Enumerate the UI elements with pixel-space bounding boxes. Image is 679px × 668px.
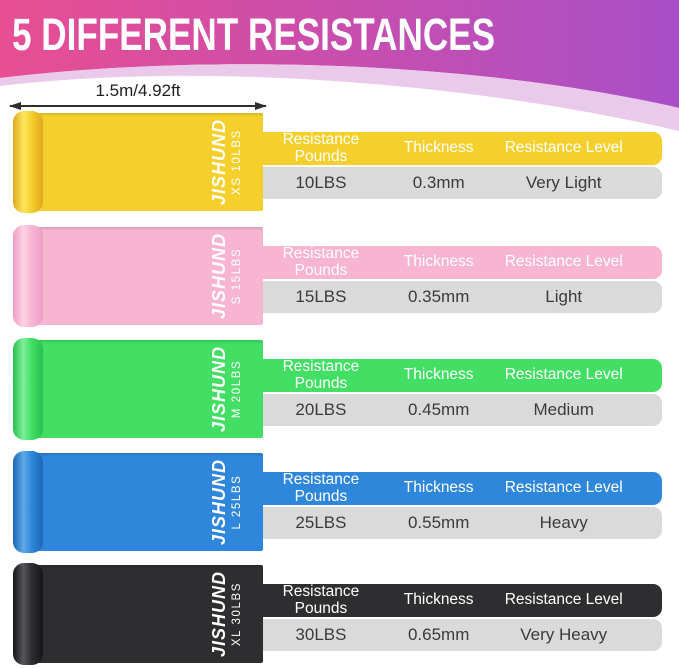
header-resistance-pounds: Resistance Pounds bbox=[282, 470, 360, 505]
band-size-label: M 20LBS bbox=[231, 359, 244, 419]
header-resistance-level: Resistance Level bbox=[504, 366, 623, 384]
dimension-arrow bbox=[9, 102, 267, 110]
header-thickness: Thickness bbox=[403, 591, 474, 609]
band-label: JISHUND L 25LBS bbox=[195, 453, 257, 551]
band-row: Resistance Pounds Thickness Resistance L… bbox=[0, 111, 679, 213]
band-roll bbox=[13, 338, 43, 440]
header-swoosh bbox=[0, 0, 679, 131]
header-swoosh-band bbox=[0, 64, 679, 131]
spec-table-header: Resistance Pounds Thickness Resistance L… bbox=[256, 582, 662, 617]
header-thickness: Thickness bbox=[403, 253, 474, 271]
band-label: JISHUND S 15LBS bbox=[195, 227, 257, 325]
value-pounds: 20LBS bbox=[295, 400, 347, 419]
band-size-label: L 25LBS bbox=[231, 474, 244, 530]
header-resistance-level: Resistance Level bbox=[504, 479, 623, 497]
right-arrowhead-icon bbox=[255, 102, 267, 110]
header-resistance-pounds: Resistance Pounds bbox=[282, 582, 360, 617]
value-thickness: 0.55mm bbox=[407, 513, 470, 532]
value-level: Light bbox=[545, 287, 583, 306]
band-label: JISHUND XL 30LBS bbox=[195, 565, 257, 663]
resistance-band: JISHUND S 15LBS bbox=[13, 225, 263, 327]
band-surface bbox=[35, 453, 263, 551]
band-row: Resistance Pounds Thickness Resistance L… bbox=[0, 225, 679, 327]
band-surface bbox=[35, 340, 263, 438]
band-surface bbox=[35, 227, 263, 325]
header-thickness: Thickness bbox=[403, 479, 474, 497]
resistance-band: JISHUND M 20LBS bbox=[13, 338, 263, 440]
brand-name: JISHUND bbox=[209, 458, 230, 546]
header-thickness: Thickness bbox=[403, 139, 474, 157]
band-surface bbox=[35, 113, 263, 211]
spec-table-header: Resistance Pounds Thickness Resistance L… bbox=[256, 130, 662, 165]
band-label: JISHUND XS 10LBS bbox=[195, 113, 257, 211]
value-pounds: 10LBS bbox=[295, 173, 347, 192]
spec-table: Resistance Pounds Thickness Resistance L… bbox=[256, 244, 662, 313]
spec-table-header: Resistance Pounds Thickness Resistance L… bbox=[256, 357, 662, 392]
spec-table-values: 25LBS 0.55mm Heavy bbox=[256, 507, 662, 539]
band-row: Resistance Pounds Thickness Resistance L… bbox=[0, 563, 679, 665]
resistance-band: JISHUND XS 10LBS bbox=[13, 111, 263, 213]
value-level: Very Heavy bbox=[520, 625, 608, 644]
band-row: Resistance Pounds Thickness Resistance L… bbox=[0, 451, 679, 553]
band-roll bbox=[13, 451, 43, 553]
value-pounds: 25LBS bbox=[295, 513, 347, 532]
spec-table-header: Resistance Pounds Thickness Resistance L… bbox=[256, 470, 662, 505]
value-thickness: 0.3mm bbox=[412, 173, 465, 192]
spec-table-header: Resistance Pounds Thickness Resistance L… bbox=[256, 244, 662, 279]
header-gradient-bg bbox=[0, 0, 679, 108]
header-resistance-level: Resistance Level bbox=[504, 139, 623, 157]
header-resistance-pounds: Resistance Pounds bbox=[282, 130, 360, 165]
dimension-label: 1.5m/4.92ft bbox=[95, 81, 181, 100]
band-size-label: XL 30LBS bbox=[231, 581, 244, 647]
band-roll bbox=[13, 111, 43, 213]
resistance-band: JISHUND XL 30LBS bbox=[13, 563, 263, 665]
value-thickness: 0.65mm bbox=[407, 625, 470, 644]
value-pounds: 15LBS bbox=[295, 287, 347, 306]
value-level: Heavy bbox=[539, 513, 588, 532]
band-roll bbox=[13, 563, 43, 665]
value-level: Very Light bbox=[525, 173, 602, 192]
band-roll bbox=[13, 225, 43, 327]
band-label: JISHUND M 20LBS bbox=[195, 340, 257, 438]
spec-table: Resistance Pounds Thickness Resistance L… bbox=[256, 357, 662, 426]
brand-name: JISHUND bbox=[209, 118, 230, 206]
spec-table-values: 20LBS 0.45mm Medium bbox=[256, 394, 662, 426]
brand-name: JISHUND bbox=[209, 345, 230, 433]
spec-table: Resistance Pounds Thickness Resistance L… bbox=[256, 582, 662, 651]
spec-table-values: 10LBS 0.3mm Very Light bbox=[256, 167, 662, 199]
spec-table-values: 15LBS 0.35mm Light bbox=[256, 281, 662, 313]
resistance-band: JISHUND L 25LBS bbox=[13, 451, 263, 553]
band-size-label: XS 10LBS bbox=[231, 129, 244, 195]
header-resistance-level: Resistance Level bbox=[504, 591, 623, 609]
header-resistance-pounds: Resistance Pounds bbox=[282, 244, 360, 279]
header-thickness: Thickness bbox=[403, 366, 474, 384]
value-thickness: 0.45mm bbox=[407, 400, 470, 419]
band-surface bbox=[35, 565, 263, 663]
brand-name: JISHUND bbox=[209, 570, 230, 658]
brand-name: JISHUND bbox=[209, 232, 230, 320]
header-resistance-level: Resistance Level bbox=[504, 253, 623, 271]
value-pounds: 30LBS bbox=[295, 625, 347, 644]
value-thickness: 0.35mm bbox=[407, 287, 470, 306]
header-banner: 5 DIFFERENT RESISTANCES bbox=[0, 0, 679, 132]
band-size-label: S 15LBS bbox=[231, 247, 244, 305]
band-row: Resistance Pounds Thickness Resistance L… bbox=[0, 338, 679, 440]
left-arrowhead-icon bbox=[9, 102, 21, 110]
spec-table: Resistance Pounds Thickness Resistance L… bbox=[256, 130, 662, 199]
header-resistance-pounds: Resistance Pounds bbox=[282, 357, 360, 392]
value-level: Medium bbox=[533, 400, 594, 419]
spec-table-values: 30LBS 0.65mm Very Heavy bbox=[256, 619, 662, 651]
page-title: 5 DIFFERENT RESISTANCES bbox=[12, 9, 496, 60]
spec-table: Resistance Pounds Thickness Resistance L… bbox=[256, 470, 662, 539]
